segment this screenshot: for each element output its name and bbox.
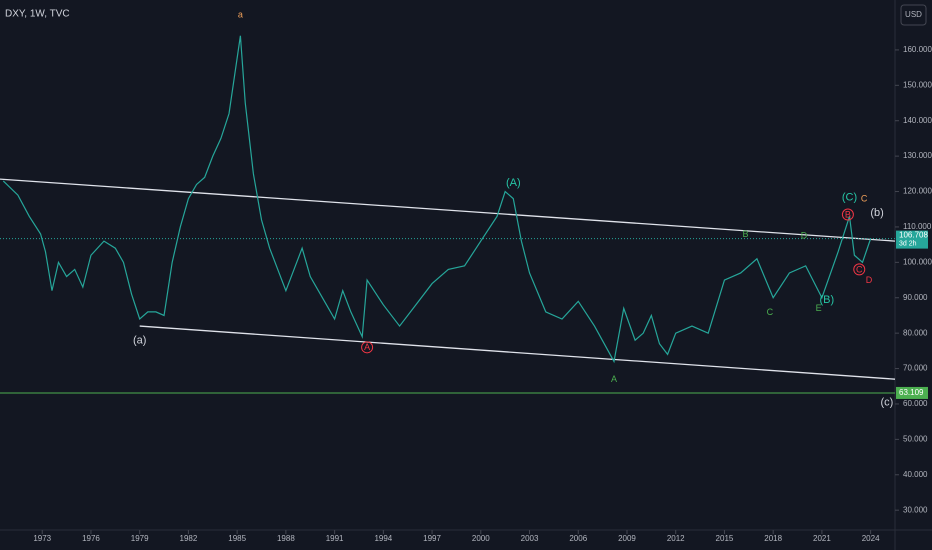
y-tick-label: 130.000 [903,151,932,160]
y-tick-label: 60.000 [903,399,928,408]
level-label: 63.109 [899,388,924,397]
level-label-bg [896,386,928,399]
x-tick-label: 2003 [521,534,539,543]
chart-title: DXY, 1W, TVC [5,9,70,20]
annotation: C [767,307,774,317]
annotation-circle [853,263,866,276]
annotation: (b) [870,207,883,219]
annotation-circle [841,208,854,221]
annotation: D [866,275,873,285]
annotation: (c) [880,397,893,409]
x-tick-label: 2009 [618,534,636,543]
y-tick-label: 90.000 [903,293,928,302]
y-tick-label: 70.000 [903,364,928,373]
x-tick-label: 2021 [813,534,831,543]
x-tick-label: 1979 [131,534,149,543]
annotation-circle [361,341,374,354]
annotation: A [364,342,370,352]
y-tick-label: 120.000 [903,187,932,196]
x-tick-label: 2006 [569,534,587,543]
y-tick-label: 150.000 [903,80,932,89]
price-series [2,35,872,364]
x-tick-label: 1991 [326,534,344,543]
annotation: (a) [133,335,146,347]
annotation: D [801,231,808,241]
x-tick-label: 2012 [667,534,685,543]
x-tick-label: 1973 [33,534,51,543]
y-tick-label: 140.000 [903,116,932,125]
annotation: (C) [842,191,857,203]
annotation: B [743,229,749,239]
countdown: 3d 2h [899,240,917,247]
y-tick-label: 100.000 [903,257,932,266]
x-tick-label: 2018 [764,534,782,543]
annotation: A [611,374,617,384]
y-tick-label: 110.000 [903,222,932,231]
x-tick-label: 2015 [716,534,734,543]
trendline [0,178,896,242]
annotation: a [238,9,243,19]
x-tick-label: 1985 [228,534,246,543]
y-tick-label: 160.000 [903,45,932,54]
y-tick-label: 80.000 [903,328,928,337]
y-tick-label: 40.000 [903,470,928,479]
annotation: B [845,209,851,219]
x-tick-label: 1988 [277,534,295,543]
currency[interactable]: USD [905,10,922,19]
x-tick-label: 1997 [423,534,441,543]
x-tick-label: 2024 [862,534,880,543]
price-label: 106.708 [899,231,928,240]
x-tick-label: 1994 [374,534,392,543]
annotation: (A) [506,177,521,189]
x-tick-label: 1976 [82,534,100,543]
y-tick-label: 30.000 [903,505,928,514]
annotation: (B) [819,294,834,306]
x-tick-label: 1982 [180,534,198,543]
price-label-bg [896,230,928,249]
annotation: E [816,303,822,313]
x-tick-label: 2000 [472,534,490,543]
annotation: C [861,193,868,203]
trendline [139,325,896,380]
y-tick-label: 50.000 [903,434,928,443]
currency-box[interactable] [900,4,927,26]
annotation: C [856,264,863,274]
